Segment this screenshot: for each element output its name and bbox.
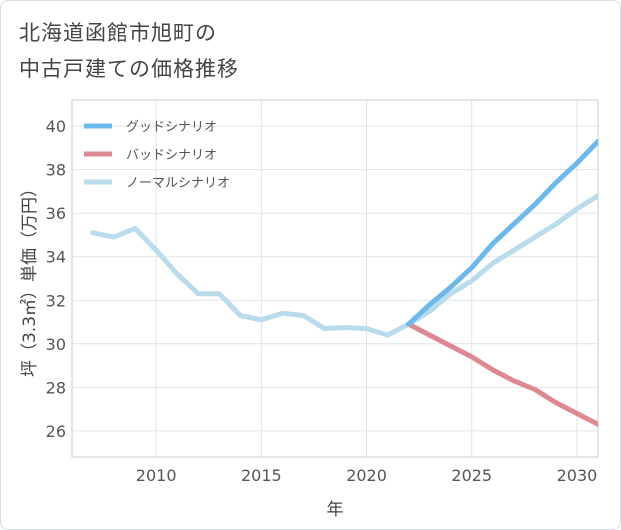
chart-title-line1: 北海道函館市旭町の (19, 21, 217, 45)
y-tick-label: 28 (46, 378, 66, 397)
chart-title: 北海道函館市旭町の 中古戸建ての価格推移 (19, 15, 239, 87)
y-tick-label: 34 (46, 248, 66, 267)
y-tick-label: 30 (46, 335, 66, 354)
series-line-2 (406, 321, 598, 427)
y-tick-label: 26 (46, 422, 66, 441)
y-tick-label: 32 (46, 291, 66, 310)
series-line-1 (406, 138, 598, 327)
series-layer (90, 138, 598, 427)
x-tick-label: 2010 (136, 466, 177, 485)
series-line-3 (90, 193, 598, 338)
chart-title-line2: 中古戸建ての価格推移 (19, 57, 239, 81)
legend-label: バッドシナリオ (126, 148, 217, 163)
x-tick-label: 2030 (557, 466, 598, 485)
y-tick-label: 36 (46, 204, 66, 223)
x-tick-label: 2015 (241, 466, 282, 485)
y-axis-title: 坪（3.3㎡）単価（万円） (20, 180, 40, 377)
tick-labels: 26 28 30 32 34 36 38 40 2010 2015 2020 2025 2030 (46, 117, 598, 485)
plot-frame (71, 99, 599, 458)
y-tick-label: 40 (46, 117, 66, 136)
x-tick-label: 2020 (346, 466, 387, 485)
legend-label: ノーマルシナリオ (126, 176, 230, 191)
y-tick-label: 38 (46, 161, 66, 180)
x-axis-title: 年 (327, 500, 344, 520)
legend-label: グッドシナリオ (126, 120, 217, 135)
x-tick-label: 2025 (451, 466, 492, 485)
